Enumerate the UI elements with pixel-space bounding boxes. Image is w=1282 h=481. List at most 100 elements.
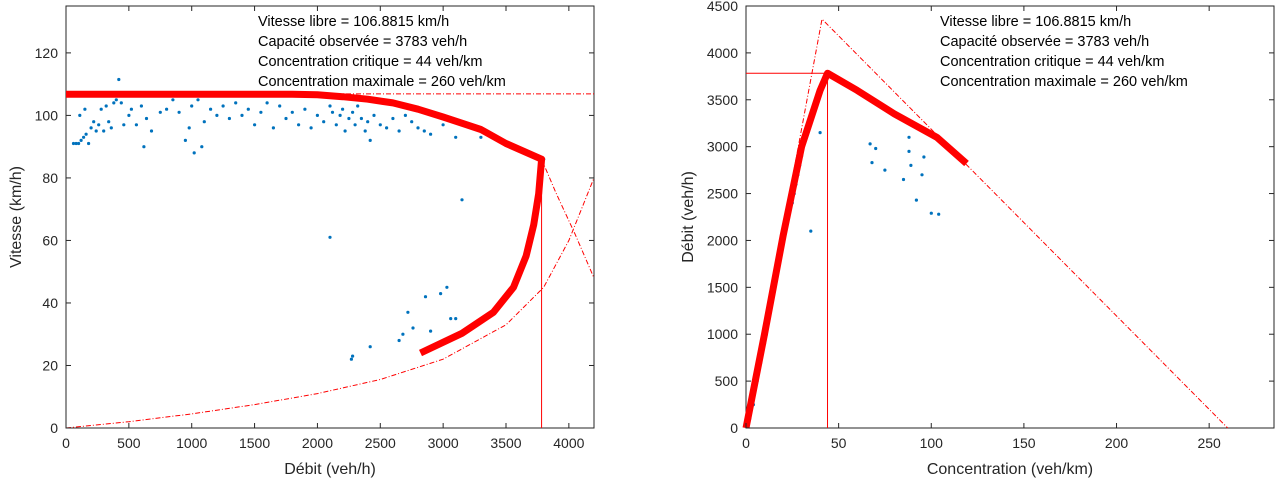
data-point	[89, 126, 93, 130]
data-point	[246, 107, 250, 111]
data-point	[83, 107, 87, 111]
data-point	[870, 161, 874, 165]
data-point	[187, 126, 191, 130]
data-point	[112, 101, 116, 105]
data-point	[406, 310, 410, 314]
data-point	[351, 110, 355, 114]
x-tick-label: 500	[117, 435, 141, 451]
data-point	[909, 163, 913, 167]
x-tick-label: 200	[1105, 435, 1129, 451]
data-point	[209, 107, 213, 111]
reference-lines	[66, 93, 594, 428]
data-point	[901, 177, 906, 182]
x-tick-label: 2500	[365, 435, 396, 451]
data-point	[920, 173, 924, 177]
x-ticks: 0 50 100 150 200 250	[742, 6, 1221, 451]
annotation-critical-concentration: Concentration critique = 44 veh/km	[258, 54, 482, 70]
data-point	[215, 113, 219, 117]
data-point	[460, 198, 464, 202]
data-point	[139, 104, 143, 108]
y-tick-label: 4000	[707, 45, 738, 61]
x-ticks: 0 500 1000 1500 2000 2500 3000 3500 4000	[62, 6, 585, 451]
x-tick-label: 1000	[176, 435, 207, 451]
annotation-max-concentration: Concentration maximale = 260 veh/km	[258, 74, 506, 90]
data-point	[410, 120, 414, 124]
data-point	[200, 145, 204, 149]
data-point	[883, 168, 887, 172]
data-point	[363, 129, 367, 133]
data-point	[87, 141, 91, 146]
data-point	[423, 295, 428, 299]
data-point	[368, 345, 372, 349]
data-point	[343, 129, 347, 133]
data-point	[397, 129, 401, 133]
y-tick-label: 3500	[707, 92, 738, 108]
data-point	[330, 110, 335, 114]
data-point	[359, 116, 363, 121]
data-point	[439, 292, 443, 296]
x-tick-label: 3500	[490, 435, 521, 451]
y-tick-label: 80	[42, 170, 58, 186]
y-tick-label: 60	[42, 232, 58, 248]
data-point	[158, 110, 162, 114]
x-tick-label: 0	[62, 435, 70, 451]
data-point	[97, 123, 101, 127]
data-point	[71, 141, 76, 146]
data-point	[341, 107, 345, 111]
data-point	[84, 132, 88, 136]
data-point	[372, 113, 376, 117]
y-tick-label: 1000	[707, 326, 738, 342]
x-tick-label: 1500	[239, 435, 270, 451]
x-tick-label: 50	[831, 435, 847, 451]
data-point	[868, 142, 872, 146]
data-point	[874, 146, 878, 151]
data-point	[119, 101, 123, 105]
data-point	[127, 113, 131, 117]
data-point	[937, 212, 941, 216]
data-point	[479, 135, 483, 139]
data-point	[183, 138, 187, 142]
annotation-capacity: Capacité observée = 3783 veh/h	[940, 34, 1149, 50]
data-points	[71, 77, 546, 361]
data-point	[202, 120, 206, 124]
x-tick-label: 0	[742, 435, 750, 451]
y-tick-label: 2000	[707, 232, 738, 248]
y-axis-label: Débit (veh/h)	[680, 171, 697, 263]
fitted-model-curve	[742, 69, 969, 429]
model-curve	[742, 69, 969, 429]
data-point	[171, 98, 175, 102]
y-tick-label: 40	[42, 295, 58, 311]
data-point	[240, 113, 244, 117]
data-point	[403, 113, 407, 117]
data-point	[290, 110, 294, 114]
annotation-critical-concentration: Concentration critique = 44 veh/km	[940, 54, 1164, 70]
data-point	[297, 123, 301, 127]
y-tick-label: 100	[35, 107, 59, 123]
y-tick-label: 2500	[707, 186, 738, 202]
data-point	[929, 211, 933, 215]
data-point	[99, 107, 103, 111]
x-tick-label: 4000	[553, 435, 584, 451]
data-point	[328, 235, 332, 239]
data-point	[253, 123, 257, 127]
data-point	[104, 104, 108, 108]
data-point	[177, 110, 181, 114]
plot-frame	[65, 5, 595, 429]
data-point	[265, 101, 269, 105]
x-tick-label: 250	[1197, 435, 1221, 451]
x-axis-label: Débit (veh/h)	[284, 461, 376, 478]
data-point	[259, 110, 263, 114]
reference-lines	[746, 72, 829, 428]
y-axis-label: Vitesse (km/h)	[8, 166, 25, 268]
data-point	[328, 104, 332, 108]
data-point	[429, 329, 433, 333]
data-point	[368, 138, 372, 142]
data-point	[74, 141, 78, 146]
y-tick-label: 4500	[707, 0, 738, 14]
data-point	[411, 326, 415, 330]
data-point	[165, 107, 169, 111]
data-point	[284, 116, 288, 121]
data-point	[92, 120, 96, 124]
data-point	[94, 129, 98, 133]
